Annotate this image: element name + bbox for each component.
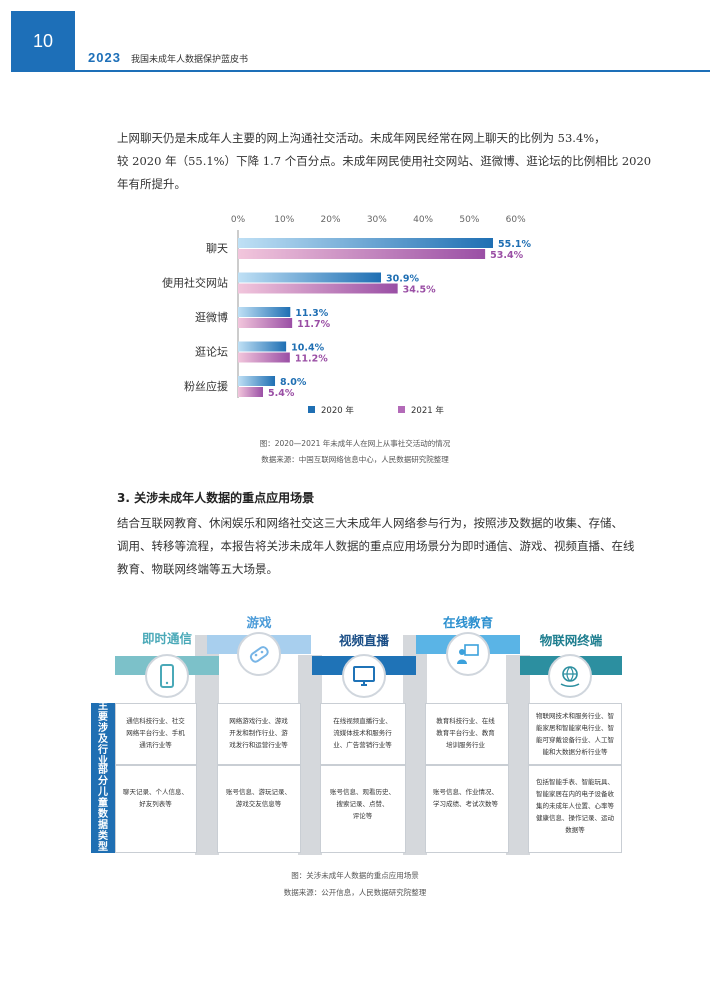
scenario-title: 即时通信 — [141, 631, 192, 646]
data-label: 10.4% — [291, 343, 324, 354]
category-label: 逛微博 — [195, 310, 228, 324]
data-types-text: 账号信息、游玩记录、 游戏交友信息等 — [226, 788, 291, 808]
scenario-title: 游戏 — [246, 615, 272, 630]
scenario-live-streaming: 视频直播 — [312, 594, 416, 704]
bar — [238, 318, 293, 328]
category-label: 逛论坛 — [195, 345, 228, 359]
data-types-text: 账号信息、观看历史、 搜索记录、点赞、 评论等 — [330, 788, 395, 820]
cell-box — [320, 765, 406, 853]
diagram-source: 数据来源：公开信息，人民数据研究院整理 — [283, 888, 427, 897]
header-rule — [75, 70, 710, 72]
bar — [238, 387, 263, 397]
data-label: 30.9% — [386, 274, 419, 285]
bar — [238, 272, 382, 283]
data-types-text: 包括智能手表、智能玩具、 智能家居在内的电子设备收 集的未成年人位置、心率等 健康信息… — [536, 778, 614, 834]
bar — [238, 376, 276, 386]
industries-text: 网络游戏行业、游戏 开发和制作行业、游 戏发行和运营行业等 — [229, 717, 288, 749]
bar — [238, 352, 290, 363]
row-header-industries: 主要涉及行业 — [91, 701, 115, 767]
cell-box — [115, 703, 197, 765]
x-tick-label: 0% — [231, 215, 246, 225]
paragraph-line: 较 2020 年（55.1%）下降 1.7 个百分点。未成年网民使用社交网站、逛… — [117, 154, 652, 168]
data-label: 11.7% — [297, 319, 330, 330]
cell-box — [217, 765, 301, 853]
cell-box — [528, 703, 622, 765]
data-types-text: 账号信息、作业情况、 学习成绩、考试次数等 — [433, 788, 498, 808]
industries-text: 教育科技行业、在线 教育平台行业、教育 培训服务行业 — [436, 717, 495, 749]
legend-label: 2021 年 — [411, 405, 444, 416]
paragraph-line: 年有所提升。 — [117, 177, 186, 191]
category-label: 粉丝应援 — [184, 379, 228, 393]
x-tick-label: 10% — [274, 215, 294, 225]
header-title: 我国未成年人数据保护蓝皮书 — [131, 55, 249, 65]
bar — [238, 238, 493, 248]
scenario-iot-terminal: 物联网终端 — [520, 594, 622, 704]
cell-box — [320, 703, 406, 765]
intro-paragraph: 上网聊天仍是未成年人主要的网上沟通社交活动。未成年网民经常在网上聊天的比例为 5… — [117, 127, 652, 196]
x-tick-label: 40% — [413, 215, 433, 225]
section-heading: 3. 关涉未成年人数据的重点应用场景 — [117, 491, 315, 505]
page-number: 10 — [11, 11, 75, 72]
diagram-caption: 图：关涉未成年人数据的重点应用场景 — [291, 871, 419, 880]
row-header-data-types: 部分儿童数据类型 — [91, 765, 115, 853]
cell-box — [528, 765, 622, 853]
scenario-title: 视频直播 — [338, 633, 389, 648]
chart-caption: 图：2020—2021 年未成年人在网上从事社交活动的情况 — [259, 439, 451, 448]
cell-box — [425, 765, 509, 853]
legend-label: 2020 年 — [321, 405, 354, 416]
category-label: 聊天 — [206, 241, 228, 255]
cell-box — [115, 765, 197, 853]
globe-hand-icon — [548, 654, 592, 698]
connector-strip — [506, 655, 530, 855]
data-label: 11.3% — [295, 308, 328, 319]
scenario-online-education: 在线教育 — [416, 574, 520, 684]
scenario-instant-messaging: 即时通信 — [115, 594, 219, 704]
cell-box — [217, 703, 301, 765]
bar — [238, 283, 398, 294]
chart-source: 数据来源：中国互联网络信息中心，人民数据研究院整理 — [261, 455, 449, 464]
social-activity-bar-chart: 0% 10% 20% 30% 40% 50% 60% 聊天 55.1%53.4% 使用社交网站 30… — [162, 215, 531, 416]
paragraph-line: 结合互联网教育、休闲娱乐和网络社交这三大未成年人网络参与行为，按照涉及数据的收集… — [117, 516, 623, 530]
industries-text: 在线视频直播行业、 流媒体技术和服务行 业、广告营销行业等 — [333, 717, 392, 749]
industries-text: 通信科技行业、社交 网络平台行业、手机 通讯行业等 — [126, 717, 185, 749]
scenario-paragraph: 结合互联网教育、休闲娱乐和网络社交这三大未成年人网络参与行为，按照涉及数据的收集… — [117, 512, 635, 581]
category-label: 使用社交网站 — [162, 276, 228, 290]
bar — [238, 249, 486, 259]
header-year: 2023 — [88, 50, 121, 65]
bar — [238, 341, 287, 352]
data-label: 8.0% — [280, 377, 307, 388]
bar — [238, 307, 291, 317]
data-label: 34.5% — [403, 285, 436, 296]
legend-swatch — [398, 406, 405, 413]
cell-box — [425, 703, 509, 765]
scenario-gaming: 游戏 — [207, 574, 311, 684]
phone-icon — [145, 654, 189, 698]
teacher-icon — [446, 632, 490, 676]
scenario-title: 在线教育 — [442, 615, 493, 630]
scenario-title: 物联网终端 — [539, 633, 603, 648]
paragraph-line: 教育、物联网终端等五大场景。 — [117, 562, 278, 576]
paragraph-line: 上网聊天仍是未成年人主要的网上沟通社交活动。未成年网民经常在网上聊天的比例为 5… — [117, 131, 606, 145]
x-tick-label: 60% — [506, 215, 526, 225]
connector-strip — [298, 655, 322, 855]
industries-text: 物联网技术和服务行业、智 能家居和智能家电行业、智 能可穿戴设备行业、人工智 能和大数… — [536, 712, 614, 756]
data-label: 55.1% — [498, 239, 531, 250]
data-types-text: 聊天记录、个人信息、 好友列表等 — [123, 788, 188, 808]
x-tick-label: 20% — [321, 215, 341, 225]
data-label: 53.4% — [490, 250, 523, 261]
legend-swatch — [308, 406, 315, 413]
gamepad-icon — [237, 632, 281, 676]
x-tick-label: 50% — [459, 215, 479, 225]
paragraph-line: 调用、转移等流程，本报告将关涉未成年人数据的重点应用场景分为即时通信、游戏、视频… — [117, 539, 635, 553]
data-label: 5.4% — [268, 388, 295, 399]
data-label: 11.2% — [295, 354, 328, 365]
monitor-icon — [342, 654, 386, 698]
x-tick-label: 30% — [367, 215, 387, 225]
